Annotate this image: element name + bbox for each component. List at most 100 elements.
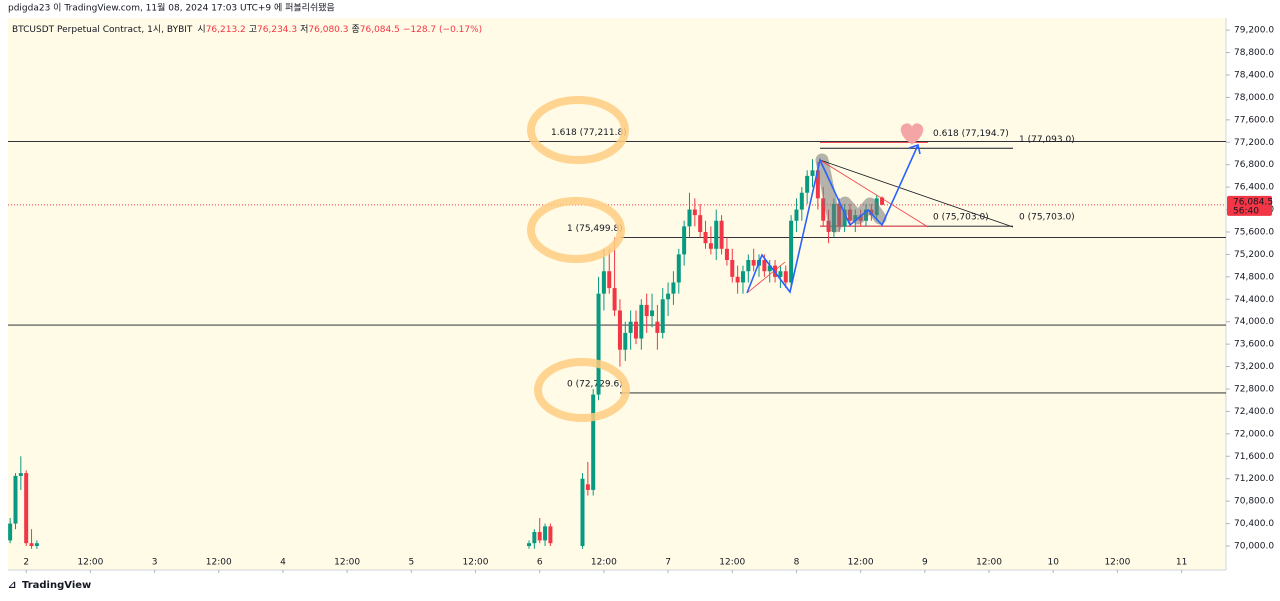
y-tick-label: 73,600.0 <box>1234 340 1274 350</box>
candle-body <box>735 276 740 283</box>
candle-body <box>655 321 660 333</box>
y-tick-label: 70,800.0 <box>1234 497 1274 507</box>
candle-body <box>601 271 606 294</box>
candle-body <box>671 282 676 294</box>
x-tick-label: 12:00 <box>77 558 103 568</box>
highlight-circle <box>534 358 630 422</box>
legend-text: BTCUSDT Perpetual Contract, 1시, BYBIT 시76… <box>12 24 482 35</box>
candle-body <box>543 526 548 541</box>
candle-body <box>644 304 649 317</box>
y-tick-label: 70,000.0 <box>1234 542 1274 552</box>
y-tick-label: 74,000.0 <box>1234 317 1274 327</box>
candle-body <box>24 473 29 544</box>
candle-body <box>703 231 708 244</box>
price-level-label: 0 (72,729.6) <box>567 379 623 389</box>
candle-body <box>628 321 633 333</box>
candle-body <box>767 265 772 272</box>
candle-body <box>746 260 751 272</box>
x-tick-label: 12:00 <box>1104 558 1130 568</box>
y-tick-label: 72,800.0 <box>1234 384 1274 394</box>
y-tick-label: 75,200.0 <box>1234 250 1274 260</box>
x-tick-label: 7 <box>665 558 671 568</box>
y-tick-label: 75,600.0 <box>1234 227 1274 237</box>
x-tick-label: 2 <box>23 558 29 568</box>
heart <box>900 123 924 145</box>
candle-body <box>730 260 735 277</box>
fib-level-label: 0 (75,703.0) <box>1019 213 1075 223</box>
candle-body <box>740 271 745 283</box>
candle-body <box>794 209 799 221</box>
x-tick-label: 12:00 <box>463 558 489 568</box>
highlight-circle <box>527 96 629 164</box>
candle-body <box>29 543 34 546</box>
x-tick-label: 4 <box>280 558 286 568</box>
drawings <box>527 96 1014 422</box>
change: −128.7 (−0.17%) <box>403 25 482 35</box>
candle-body <box>676 254 681 283</box>
ohlc-label: 저 <box>300 24 308 35</box>
candle-body <box>585 484 590 490</box>
y-tick-label: 71,200.0 <box>1234 474 1274 484</box>
countdown-label: 56:40 <box>1233 206 1259 216</box>
candle-body <box>810 170 815 176</box>
candle-body <box>724 248 729 261</box>
triangle-line <box>819 159 1014 228</box>
fib-level-label: 0 (75,703.0) <box>933 213 989 223</box>
candle-body <box>13 475 18 524</box>
candle-body <box>783 271 788 283</box>
y-tick-label: 78,800.0 <box>1234 48 1274 58</box>
ohlc-label: 시 <box>197 24 205 35</box>
candle-body <box>596 293 601 395</box>
axes: 70,000.0 70,400.0 70,800.0 71,200.0 71,600.0… <box>23 26 1274 573</box>
ohlc-label: 종 <box>351 24 359 35</box>
candle-body <box>815 170 820 199</box>
x-tick-label: 12:00 <box>976 558 1002 568</box>
x-tick-label: 12:00 <box>591 558 617 568</box>
publisher-header: pdigda23 이 TradingView.com, 11월 08, 2024… <box>8 2 335 14</box>
candle-body <box>778 271 783 277</box>
y-tick-label: 72,000.0 <box>1234 429 1274 439</box>
candle-body <box>18 473 23 476</box>
ohlc-value: 76,084.5 <box>360 25 400 35</box>
candle-body <box>8 523 13 541</box>
candle-body <box>714 220 719 249</box>
y-tick-label: 73,200.0 <box>1234 362 1274 372</box>
ohlc-value: 76,234.3 <box>257 25 297 35</box>
trend-line <box>746 261 786 294</box>
y-tick-label: 79,200.0 <box>1234 26 1274 36</box>
highlight-circle <box>527 197 625 263</box>
candle-body <box>880 197 885 205</box>
ohlc-label: 고 <box>249 25 257 35</box>
y-tick-label: 74,400.0 <box>1234 295 1274 305</box>
y-tick-label: 72,400.0 <box>1234 407 1274 417</box>
candle-body <box>660 299 665 333</box>
x-tick-label: 11 <box>1176 558 1187 568</box>
y-tick-label: 76,400.0 <box>1234 183 1274 193</box>
candle-body <box>805 175 810 193</box>
candle-body <box>719 220 724 249</box>
y-tick-label: 78,400.0 <box>1234 70 1274 80</box>
candle-body <box>633 321 638 339</box>
last-price-label: 76,084.5 <box>1233 197 1273 207</box>
candle-body <box>682 226 687 255</box>
y-tick-label: 78,000.0 <box>1234 93 1274 103</box>
candle-body <box>34 543 39 546</box>
x-tick-label: 6 <box>537 558 543 568</box>
candle-body <box>751 260 756 266</box>
x-tick-label: 5 <box>408 558 414 568</box>
x-tick-label: 8 <box>794 558 800 568</box>
price-level-label: 1.618 (77,211.8) <box>551 128 627 138</box>
y-tick-label: 77,200.0 <box>1234 138 1274 148</box>
candle-body <box>687 209 692 227</box>
logo-text: TradingView <box>22 580 91 591</box>
x-tick-label: 12:00 <box>848 558 874 568</box>
fib-level-label: 0.618 (77,194.7) <box>933 129 1009 139</box>
fib-trend-line <box>819 159 929 228</box>
candle-body <box>537 531 542 541</box>
candle-body <box>708 243 713 249</box>
candle-body <box>612 288 617 311</box>
candle-body <box>532 531 537 544</box>
candle-body <box>527 543 532 546</box>
y-tick-label: 77,600.0 <box>1234 115 1274 125</box>
